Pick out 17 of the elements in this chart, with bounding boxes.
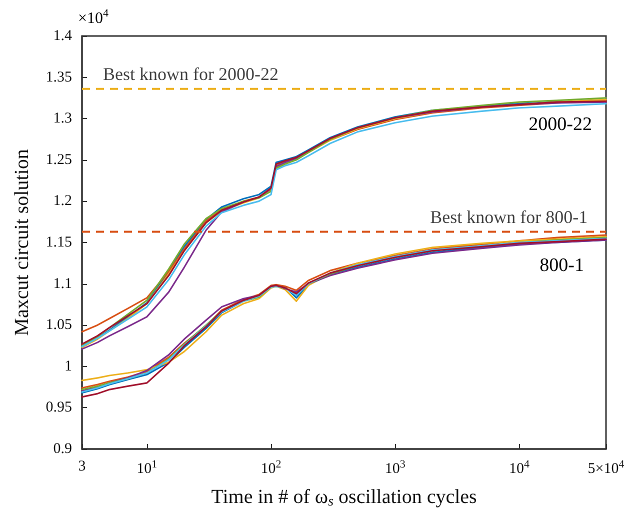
x-tick-label: 3 [78,458,86,474]
y-tick-label: 1.35 [46,69,72,86]
y-axis-title: Maxcut circuit solution [11,149,33,336]
y-tick-label: 1.2 [53,193,72,210]
ref-line-label: Best known for 800-1 [430,206,588,227]
ref-line-label: Best known for 2000-22 [102,64,278,84]
y-tick-label: 0.95 [46,400,72,416]
y-tick-label: 0.9 [53,441,72,457]
y-tick-label: 1.15 [46,234,72,250]
y-tick-label: 1.1 [53,276,72,292]
annotation: 2000-22 [528,114,592,135]
y-tick-label: 1.05 [46,317,72,334]
y-tick-label: 1.25 [46,152,72,168]
y-tick-label: 1.3 [53,110,72,127]
y-tick-label: 1 [64,358,72,374]
annotation: 800-1 [540,255,584,276]
y-tick-label: 1.4 [53,28,72,44]
